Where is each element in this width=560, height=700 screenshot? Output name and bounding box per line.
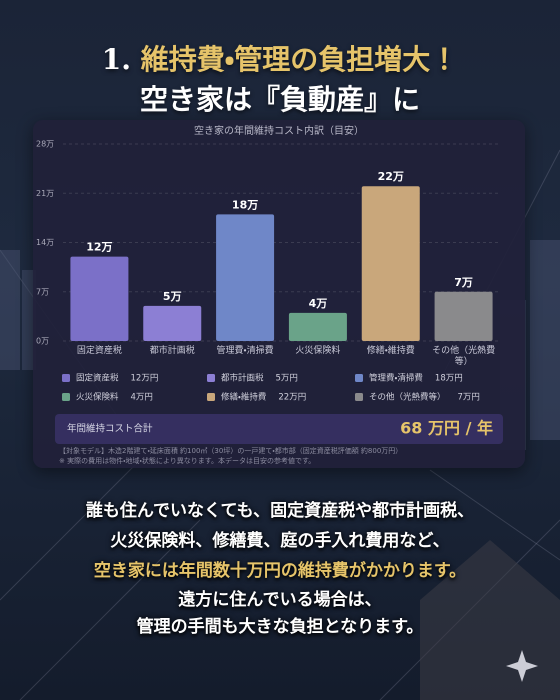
legend-swatch [207,393,215,401]
y-tick-label: 28万 [36,140,54,149]
legend-value: 4万円 [131,393,153,403]
headline-highlight: 維持費・管理の負担増大！ [140,43,459,76]
legend-value: 7万円 [458,393,480,403]
value-label: 22万 [378,170,404,183]
sparkle-icon [506,650,538,682]
legend-swatch [355,374,363,382]
bar [434,291,493,341]
x-tick-label: 火災保険料 [295,346,341,356]
y-tick-label: 0万 [36,337,49,346]
x-tick-label: その他（光熱費等） [432,346,496,367]
chart-panel: 空き家の年間維持コスト内訳（目安） 0万 7万 14万 21万 28万 12万 5万 18万 4万… [33,120,525,468]
legend-label: 都市計画税 [221,373,264,384]
headline-number: 1. [101,43,131,76]
legend-label: 固定資産税 [76,373,119,384]
legend-swatch [62,374,70,382]
legend-swatch [355,393,363,401]
total-box [55,414,503,444]
legend-swatch [62,393,70,401]
value-label: 7万 [454,276,473,289]
legend-label: その他（光熱費等） [369,392,446,403]
bar [143,305,202,341]
value-label: 18万 [232,198,258,211]
legend-value: 18万円 [435,374,463,384]
y-tick-label: 7万 [36,287,49,296]
y-tick-label: 21万 [36,189,54,198]
body-line: 空き家には年間数十万円の維持費がかかります。 [93,561,467,581]
chart-title: 空き家の年間維持コスト内訳（目安） [194,124,364,137]
legend-swatch [207,374,215,382]
bar [70,256,129,341]
body-line: 管理の手間も大きな負担となります。 [136,617,424,637]
headline-line2: 空き家は『負動産』に [139,83,420,116]
total-value: 68 万円 / 年 [400,419,493,438]
x-tick-label: 管理費・清掃費 [216,346,274,356]
legend-label: 修繕・維持費 [221,392,267,403]
total-label: 年間維持コスト合計 [67,423,153,435]
legend-value: 22万円 [278,393,306,403]
note: ※ 実際の費用は物件・地域・状態により異なります。本データは目安の参考値です。 [59,456,315,465]
value-label: 12万 [86,241,112,254]
body-line: 火災保険料、修繕費、庭の手入れ費用など、 [110,531,450,551]
body-line: 遠方に住んでいる場合は、 [178,590,382,610]
note: 【対象モデル】木造2階建て・延床面積 約100㎡（30坪）の一戸建て・都市部（固… [59,446,402,455]
legend-label: 火災保険料 [76,392,119,403]
x-tick-label: 都市計画税 [149,346,195,356]
y-tick-label: 14万 [36,238,54,247]
legend-value: 5万円 [276,374,298,384]
value-label: 4万 [309,297,328,310]
chart: 空き家の年間維持コスト内訳（目安） 0万 7万 14万 21万 28万 12万 5万 18万 4万… [36,124,503,465]
body-line: 誰も住んでいなくても、固定資産税や都市計画税、 [85,501,475,521]
bar [361,186,420,341]
legend-label: 管理費・清掃費 [369,373,423,384]
headline: 1. 維持費・管理の負担増大！ [0,38,560,78]
bar [216,214,275,341]
x-tick-label: 固定資産税 [76,346,122,356]
x-tick-label: 修繕・維持費 [366,346,415,356]
value-label: 5万 [163,290,182,303]
bar [288,312,347,341]
legend-value: 12万円 [131,374,159,384]
